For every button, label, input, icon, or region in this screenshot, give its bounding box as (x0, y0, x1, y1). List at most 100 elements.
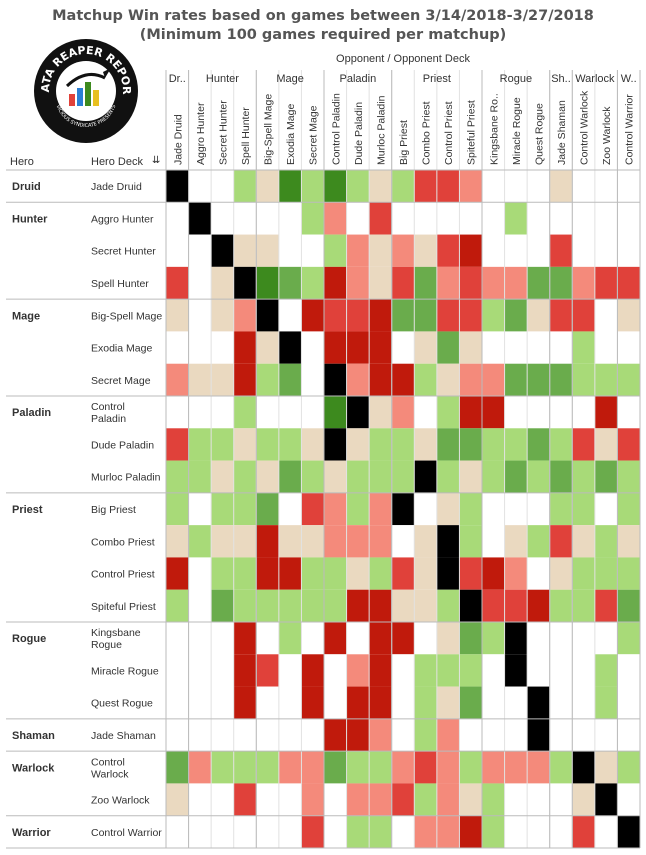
heatmap-cell (166, 525, 189, 558)
heatmap-cell (482, 266, 505, 300)
heatmap-cell (166, 557, 189, 590)
heatmap-cell (188, 428, 212, 461)
heatmap-cell (414, 396, 437, 429)
heatmap-cell (482, 589, 505, 622)
heatmap-cell (617, 686, 640, 719)
row-label: Big Priest (91, 504, 136, 516)
heatmap-cell (527, 363, 550, 396)
heatmap-cell (414, 815, 437, 848)
heatmap-cell (166, 686, 189, 719)
col-label-jade-druid: Jade Druid (172, 114, 184, 165)
heatmap-cell (459, 234, 482, 267)
heatmap-cell (594, 202, 618, 235)
heatmap-cell (549, 331, 573, 364)
heatmap-cell (482, 557, 505, 590)
chart-title: Matchup Win rates based on games between… (52, 8, 594, 24)
heatmap-cell (301, 363, 324, 396)
heatmap-cell (369, 234, 392, 267)
heatmap-cell (572, 202, 595, 235)
heatmap-cell (459, 331, 482, 364)
heatmap-cell (369, 363, 392, 396)
heatmap-cell (211, 266, 234, 300)
heatmap-cell (391, 492, 415, 526)
heatmap-cell (414, 299, 437, 332)
heatmap-cell (256, 751, 279, 784)
sort-icon[interactable]: ⇊ (152, 155, 161, 166)
heatmap-cell (233, 396, 257, 429)
heatmap-cell (211, 589, 234, 622)
heatmap-cell (459, 396, 482, 429)
col-label-control-warrior: Control Warrior (624, 94, 636, 165)
heatmap-cell (233, 170, 257, 203)
heatmap-cell (166, 654, 189, 687)
heatmap-cell (459, 589, 482, 622)
heatmap-cell (436, 234, 460, 267)
heatmap-cell (594, 557, 618, 590)
heatmap-cell (301, 234, 324, 267)
heatmap-cell (436, 622, 460, 655)
heatmap-cell (256, 492, 279, 526)
heatmap-cell (436, 460, 460, 493)
heatmap-cell (504, 525, 528, 558)
heatmap-cell (527, 783, 550, 816)
heatmap-cell (211, 299, 234, 332)
heatmap-cell (166, 589, 189, 622)
heatmap-cell (572, 428, 595, 461)
heatmap-cell (436, 363, 460, 396)
heatmap-cell (594, 460, 618, 493)
col-group-label: Paladin (340, 73, 377, 85)
heatmap-cell (211, 234, 234, 267)
heatmap-cell (436, 396, 460, 429)
hero-label-paladin: Paladin (12, 407, 51, 419)
heatmap-cell (211, 170, 234, 203)
heatmap-cell (617, 654, 640, 687)
heatmap-cell (549, 492, 573, 526)
heatmap-cell (278, 234, 302, 267)
heatmap-cell (414, 589, 437, 622)
heatmap-cell (436, 428, 460, 461)
heatmap-cell (256, 266, 279, 300)
heatmap-cell (278, 202, 302, 235)
heatmap-cell (369, 266, 392, 300)
heatmap-cell (188, 396, 212, 429)
heatmap-cell (436, 783, 460, 816)
col-label-dude-paladin: Dude Paladin (353, 102, 365, 165)
heatmap-cell (278, 460, 302, 493)
hero-deck-axis-header[interactable]: Hero Deck (91, 156, 143, 168)
col-label-jade-shaman: Jade Shaman (556, 100, 568, 165)
heatmap-cell (572, 815, 595, 848)
heatmap-cell (188, 266, 212, 300)
heatmap-cell (549, 234, 573, 267)
heatmap-cell (572, 170, 595, 203)
heatmap-cell (188, 622, 212, 655)
heatmap-cell (188, 589, 212, 622)
heatmap-cell (166, 299, 189, 332)
heatmap-cell (504, 686, 528, 719)
heatmap-cell (527, 428, 550, 461)
heatmap-cell (166, 266, 189, 300)
heatmap-cell (233, 266, 257, 300)
heatmap-cell (482, 751, 505, 784)
heatmap-cell (233, 460, 257, 493)
heatmap-cell (166, 202, 189, 235)
heatmap-cell (504, 654, 528, 687)
row-label: Rogue (91, 639, 122, 651)
heatmap-cell (572, 557, 595, 590)
heatmap-cell (256, 202, 279, 235)
row-label: Secret Mage (91, 375, 151, 387)
heatmap-cell (278, 815, 302, 848)
heatmap-cell (414, 266, 437, 300)
heatmap-cell (166, 815, 189, 848)
heatmap-cell (188, 331, 212, 364)
heatmap-cell (188, 783, 212, 816)
heatmap-cell (594, 170, 618, 203)
heatmap-cell (324, 622, 347, 655)
heatmap-cell (256, 299, 279, 332)
heatmap-cell (572, 396, 595, 429)
heatmap-cell (527, 525, 550, 558)
heatmap-cell (482, 299, 505, 332)
heatmap-cell (301, 460, 324, 493)
heatmap-cell (527, 396, 550, 429)
heatmap-cell (436, 525, 460, 558)
heatmap-cell (369, 331, 392, 364)
